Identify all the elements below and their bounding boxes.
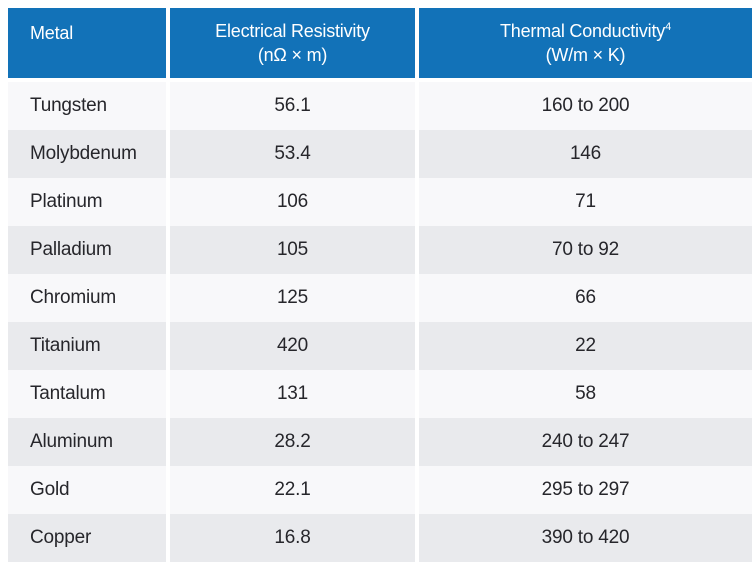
resistivity-cell: 125 (170, 274, 415, 322)
table-row: Molybdenum 53.4 146 (8, 130, 752, 178)
resistivity-cell: 420 (170, 322, 415, 370)
header-cell-metal: Metal (8, 8, 166, 78)
conductivity-cell: 240 to 247 (419, 418, 752, 466)
metal-cell: Tungsten (8, 82, 166, 130)
conductivity-cell: 71 (419, 178, 752, 226)
table-row: Tantalum 131 58 (8, 370, 752, 418)
conductivity-cell: 295 to 297 (419, 466, 752, 514)
resistivity-cell: 106 (170, 178, 415, 226)
metal-cell: Gold (8, 466, 166, 514)
conductivity-cell: 390 to 420 (419, 514, 752, 562)
table-row: Gold 22.1 295 to 297 (8, 466, 752, 514)
metal-cell: Chromium (8, 274, 166, 322)
table-row: Tungsten 56.1 160 to 200 (8, 82, 752, 130)
metal-cell: Molybdenum (8, 130, 166, 178)
table-row: Copper 16.8 390 to 420 (8, 514, 752, 562)
resistivity-cell: 16.8 (170, 514, 415, 562)
resistivity-cell: 53.4 (170, 130, 415, 178)
resistivity-cell: 22.1 (170, 466, 415, 514)
metal-cell: Aluminum (8, 418, 166, 466)
table-row: Palladium 105 70 to 92 (8, 226, 752, 274)
conductivity-cell: 70 to 92 (419, 226, 752, 274)
conductivity-cell: 22 (419, 322, 752, 370)
conductivity-cell: 160 to 200 (419, 82, 752, 130)
footnote-marker: 4 (665, 21, 671, 33)
conductivity-cell: 146 (419, 130, 752, 178)
table-row: Chromium 125 66 (8, 274, 752, 322)
conductivity-cell: 66 (419, 274, 752, 322)
table-row: Aluminum 28.2 240 to 247 (8, 418, 752, 466)
resistivity-cell: 28.2 (170, 418, 415, 466)
table-row: Titanium 420 22 (8, 322, 752, 370)
metal-cell: Titanium (8, 322, 166, 370)
header-unit-conductivity: (W/m × K) (545, 45, 626, 65)
header-label-resistivity: Electrical Resistivity (215, 21, 370, 41)
conductivity-cell: 58 (419, 370, 752, 418)
resistivity-cell: 105 (170, 226, 415, 274)
header-label-metal: Metal (30, 23, 74, 43)
metal-cell: Platinum (8, 178, 166, 226)
resistivity-cell: 131 (170, 370, 415, 418)
metal-properties-table: Metal Electrical Resistivity (nΩ × m) Th… (8, 8, 752, 562)
header-cell-conductivity: Thermal Conductivity4 (W/m × K) (419, 8, 752, 78)
resistivity-cell: 56.1 (170, 82, 415, 130)
metal-cell: Tantalum (8, 370, 166, 418)
table-body: Tungsten 56.1 160 to 200 Molybdenum 53.4… (8, 82, 752, 562)
table-header-row: Metal Electrical Resistivity (nΩ × m) Th… (8, 8, 752, 78)
header-label-conductivity: Thermal Conductivity4 (500, 21, 671, 41)
table-row: Platinum 106 71 (8, 178, 752, 226)
metal-cell: Palladium (8, 226, 166, 274)
header-unit-resistivity: (nΩ × m) (257, 45, 328, 65)
metal-cell: Copper (8, 514, 166, 562)
header-cell-resistivity: Electrical Resistivity (nΩ × m) (170, 8, 415, 78)
